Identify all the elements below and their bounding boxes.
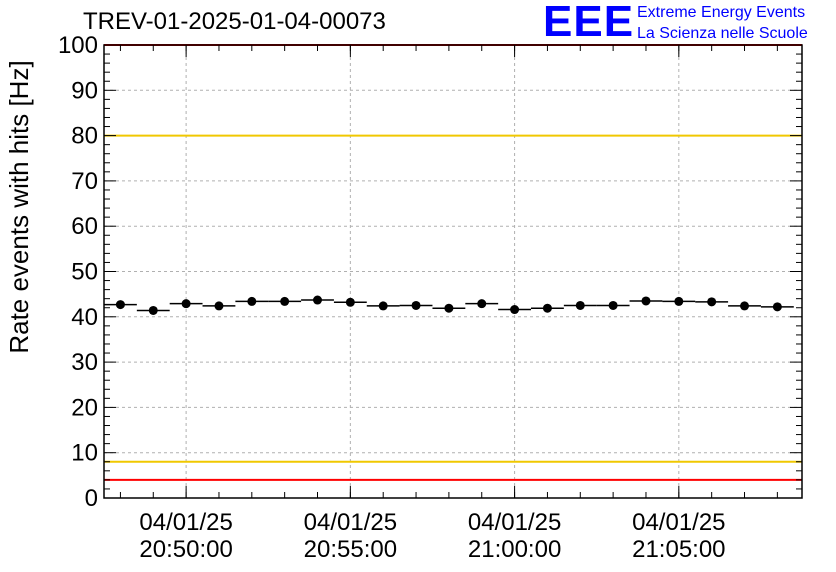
data-point <box>313 295 323 305</box>
y-tick-label: 90 <box>71 77 98 104</box>
data-point <box>772 302 782 312</box>
data-point <box>510 305 520 315</box>
chart-title: TREV-01-2025-01-04-00073 <box>83 8 386 35</box>
data-point <box>378 301 388 311</box>
x-tick-date: 04/01/25 <box>632 509 725 536</box>
y-tick-label: 10 <box>71 440 98 467</box>
x-tick-time: 21:05:00 <box>632 536 725 563</box>
y-axis-label: Rate events with hits [Hz] <box>4 60 34 353</box>
data-point <box>411 300 421 310</box>
data-point <box>542 303 552 313</box>
x-tick-date: 04/01/25 <box>304 509 397 536</box>
y-tick-label: 40 <box>71 304 98 331</box>
data-point <box>707 297 717 307</box>
y-tick-label: 50 <box>71 259 98 286</box>
x-tick-time: 20:50:00 <box>139 536 232 563</box>
y-tick-label: 80 <box>71 123 98 150</box>
data-point <box>641 296 651 306</box>
data-point <box>247 296 257 306</box>
data-point <box>181 299 191 309</box>
y-tick-label: 30 <box>71 349 98 376</box>
y-tick-label: 20 <box>71 394 98 421</box>
y-tick-label: 100 <box>58 32 98 59</box>
data-point <box>477 299 487 309</box>
data-point <box>345 297 355 307</box>
x-tick-date: 04/01/25 <box>468 509 561 536</box>
data-point <box>575 300 585 310</box>
data-point <box>674 296 684 306</box>
data-point <box>280 296 290 306</box>
grid-layer <box>104 45 802 498</box>
y-tick-label: 0 <box>85 485 98 512</box>
data-point <box>115 300 125 310</box>
y-tick-label: 70 <box>71 168 98 195</box>
x-tick-time: 21:00:00 <box>468 536 561 563</box>
axis-layer: 010203040506070809010004/01/2520:50:0004… <box>58 32 802 563</box>
x-tick-date: 04/01/25 <box>139 509 232 536</box>
logo-text-line2: La Scienza nelle Scuole <box>637 25 808 42</box>
data-point <box>214 301 224 311</box>
logo-text-line1: Extreme Energy Events <box>637 4 806 21</box>
data-point <box>148 305 158 315</box>
data-point <box>740 301 750 311</box>
eee-logo: EEE <box>543 0 635 46</box>
data-layer <box>104 295 794 315</box>
data-point <box>444 303 454 313</box>
y-tick-label: 60 <box>71 213 98 240</box>
x-tick-time: 20:55:00 <box>304 536 397 563</box>
data-point <box>608 300 618 310</box>
reference-lines <box>104 44 802 481</box>
